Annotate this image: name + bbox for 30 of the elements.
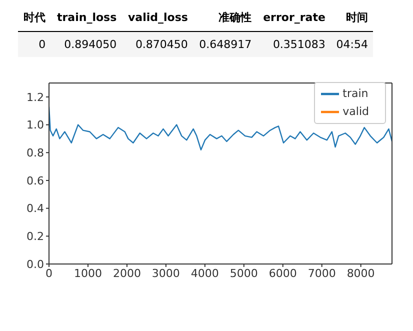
text: 0.870450 [134, 37, 189, 53]
category-label: error_rate [256, 4, 330, 32]
text: 0.351083 [272, 37, 326, 53]
y-tick-label: 0.6 [26, 174, 44, 188]
x-tick-label: 2000 [112, 266, 141, 280]
x-tick-label: 6000 [268, 266, 297, 280]
category-label: 时间 [330, 4, 373, 32]
y-tick-label: 1.0 [26, 118, 44, 132]
text: 0 [38, 37, 47, 53]
x-tick-label: 0 [46, 266, 52, 280]
category-label: 准确性 [192, 4, 257, 32]
text: 04:54 [335, 37, 369, 53]
x-tick-label: 1000 [74, 266, 102, 280]
y-tick-label: 0.0 [26, 258, 44, 271]
x-tick-label: 3000 [152, 266, 180, 280]
category-label: train_loss [50, 4, 122, 32]
x-tick-label: 8000 [346, 266, 375, 280]
y-tick-label: 0.8 [26, 146, 44, 160]
legend-label: train [342, 87, 368, 100]
text: 0.894050 [63, 37, 118, 53]
text: 0.648917 [198, 37, 253, 53]
x-tick-label: 4000 [190, 266, 219, 280]
x-tick-label: 7000 [308, 266, 336, 280]
x-tick-label: 5000 [230, 266, 258, 280]
legend-label: valid [342, 105, 369, 118]
y-tick-label: 0.2 [26, 230, 44, 244]
y-tick-label: 0.4 [26, 202, 44, 216]
y-tick-label: 1.2 [26, 90, 44, 104]
category-label: 时代 [18, 4, 51, 32]
category-label: valid_loss [122, 4, 193, 32]
